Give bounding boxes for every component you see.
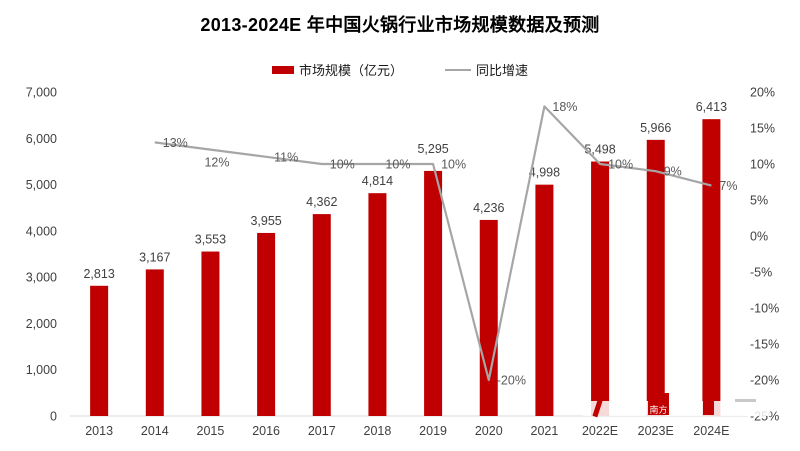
bar-2021 bbox=[535, 184, 554, 416]
watermark-overlay bbox=[583, 401, 770, 416]
right-axis-tick: 10% bbox=[750, 158, 775, 172]
left-axis-tick: 0 bbox=[50, 410, 57, 424]
x-axis-label: 2014 bbox=[141, 424, 169, 438]
left-axis-tick: 2,000 bbox=[26, 317, 57, 331]
right-axis-tick: 15% bbox=[750, 122, 775, 136]
x-axis-label: 2015 bbox=[197, 424, 225, 438]
growth-point-label: 11% bbox=[274, 150, 298, 164]
bar-value-label: 4,814 bbox=[362, 174, 393, 188]
bar-2016 bbox=[257, 232, 276, 416]
growth-point-label: 13% bbox=[163, 136, 188, 150]
x-axis-label: 2021 bbox=[531, 424, 559, 438]
growth-point-label: 10% bbox=[608, 158, 633, 172]
left-axis-tick: 5,000 bbox=[26, 178, 57, 192]
left-axis-tick: 7,000 bbox=[26, 86, 57, 100]
right-axis-tick: -15% bbox=[750, 338, 779, 352]
growth-point-label: -20% bbox=[497, 374, 526, 388]
chart-title: 2013-2024E 年中国火锅行业市场规模数据及预测 bbox=[200, 15, 600, 35]
bar-value-label: 5,498 bbox=[584, 143, 615, 157]
growth-point-label: 7% bbox=[719, 179, 737, 193]
bar-value-label: 4,362 bbox=[306, 195, 337, 209]
bar-value-label: 4,236 bbox=[473, 201, 504, 215]
bar-2019 bbox=[424, 170, 443, 416]
x-axis-label: 2016 bbox=[252, 424, 280, 438]
watermark-dash bbox=[735, 399, 756, 402]
x-axis-label: 2018 bbox=[364, 424, 392, 438]
bar-2024E bbox=[702, 119, 721, 417]
bar-2017 bbox=[312, 214, 331, 416]
bar-2023E bbox=[646, 139, 665, 416]
bar-value-label: 6,413 bbox=[696, 100, 727, 114]
bar-2013 bbox=[90, 285, 109, 416]
line-series-swatch-icon bbox=[445, 68, 471, 71]
bar-2015 bbox=[201, 251, 220, 416]
left-axis-tick: 3,000 bbox=[26, 271, 57, 285]
watermark-bar-patch bbox=[703, 401, 714, 415]
watermark-badge: 南方 bbox=[648, 393, 669, 415]
bar-2014 bbox=[145, 269, 164, 416]
x-axis-label: 2022E bbox=[582, 424, 618, 438]
right-axis-tick: -5% bbox=[750, 266, 772, 280]
x-axis-label: 2019 bbox=[419, 424, 447, 438]
left-axis-tick: 4,000 bbox=[26, 224, 57, 238]
bar-value-label: 2,813 bbox=[83, 267, 114, 281]
bar-value-label: 3,553 bbox=[195, 233, 226, 247]
bar-2020 bbox=[479, 219, 498, 416]
bar-series-swatch-icon bbox=[271, 65, 294, 74]
legend-label-growth-rate: 同比增速 bbox=[476, 63, 529, 78]
bar-value-label: 3,955 bbox=[250, 214, 281, 228]
x-axis-label: 2020 bbox=[475, 424, 503, 438]
legend-label-market-size: 市场规模（亿元） bbox=[298, 63, 403, 78]
x-axis-label: 2017 bbox=[308, 424, 336, 438]
legend: 市场规模（亿元） 同比增速 bbox=[0, 60, 800, 79]
right-axis-tick: 20% bbox=[750, 86, 775, 100]
x-axis-label: 2024E bbox=[693, 424, 729, 438]
growth-point-label: 9% bbox=[664, 165, 682, 179]
legend-item-market-size: 市场规模（亿元） bbox=[271, 60, 403, 79]
x-axis-label: 2013 bbox=[85, 424, 113, 438]
growth-point-label: 10% bbox=[330, 158, 355, 172]
bar-value-label: 5,966 bbox=[640, 121, 671, 135]
right-axis-tick: 5% bbox=[750, 194, 768, 208]
bar-value-label: 3,167 bbox=[139, 250, 170, 264]
growth-line bbox=[154, 105, 712, 382]
growth-point-label: 12% bbox=[204, 156, 229, 170]
left-axis-tick: 6,000 bbox=[26, 132, 57, 146]
growth-point-label: 18% bbox=[552, 100, 577, 114]
right-axis-tick: -10% bbox=[750, 302, 779, 316]
bar-2022E bbox=[591, 161, 610, 416]
right-axis-tick: -20% bbox=[750, 374, 779, 388]
growth-point-label: 10% bbox=[385, 158, 410, 172]
right-axis-tick: 0% bbox=[750, 230, 768, 244]
legend-item-growth-rate: 同比增速 bbox=[445, 60, 528, 79]
bar-value-label: 4,998 bbox=[529, 166, 560, 180]
bar-2018 bbox=[368, 193, 387, 416]
bar-value-label: 5,295 bbox=[417, 142, 448, 156]
x-axis-label: 2023E bbox=[638, 424, 674, 438]
left-axis-tick: 1,000 bbox=[26, 363, 57, 377]
growth-point-label: 10% bbox=[441, 158, 466, 172]
